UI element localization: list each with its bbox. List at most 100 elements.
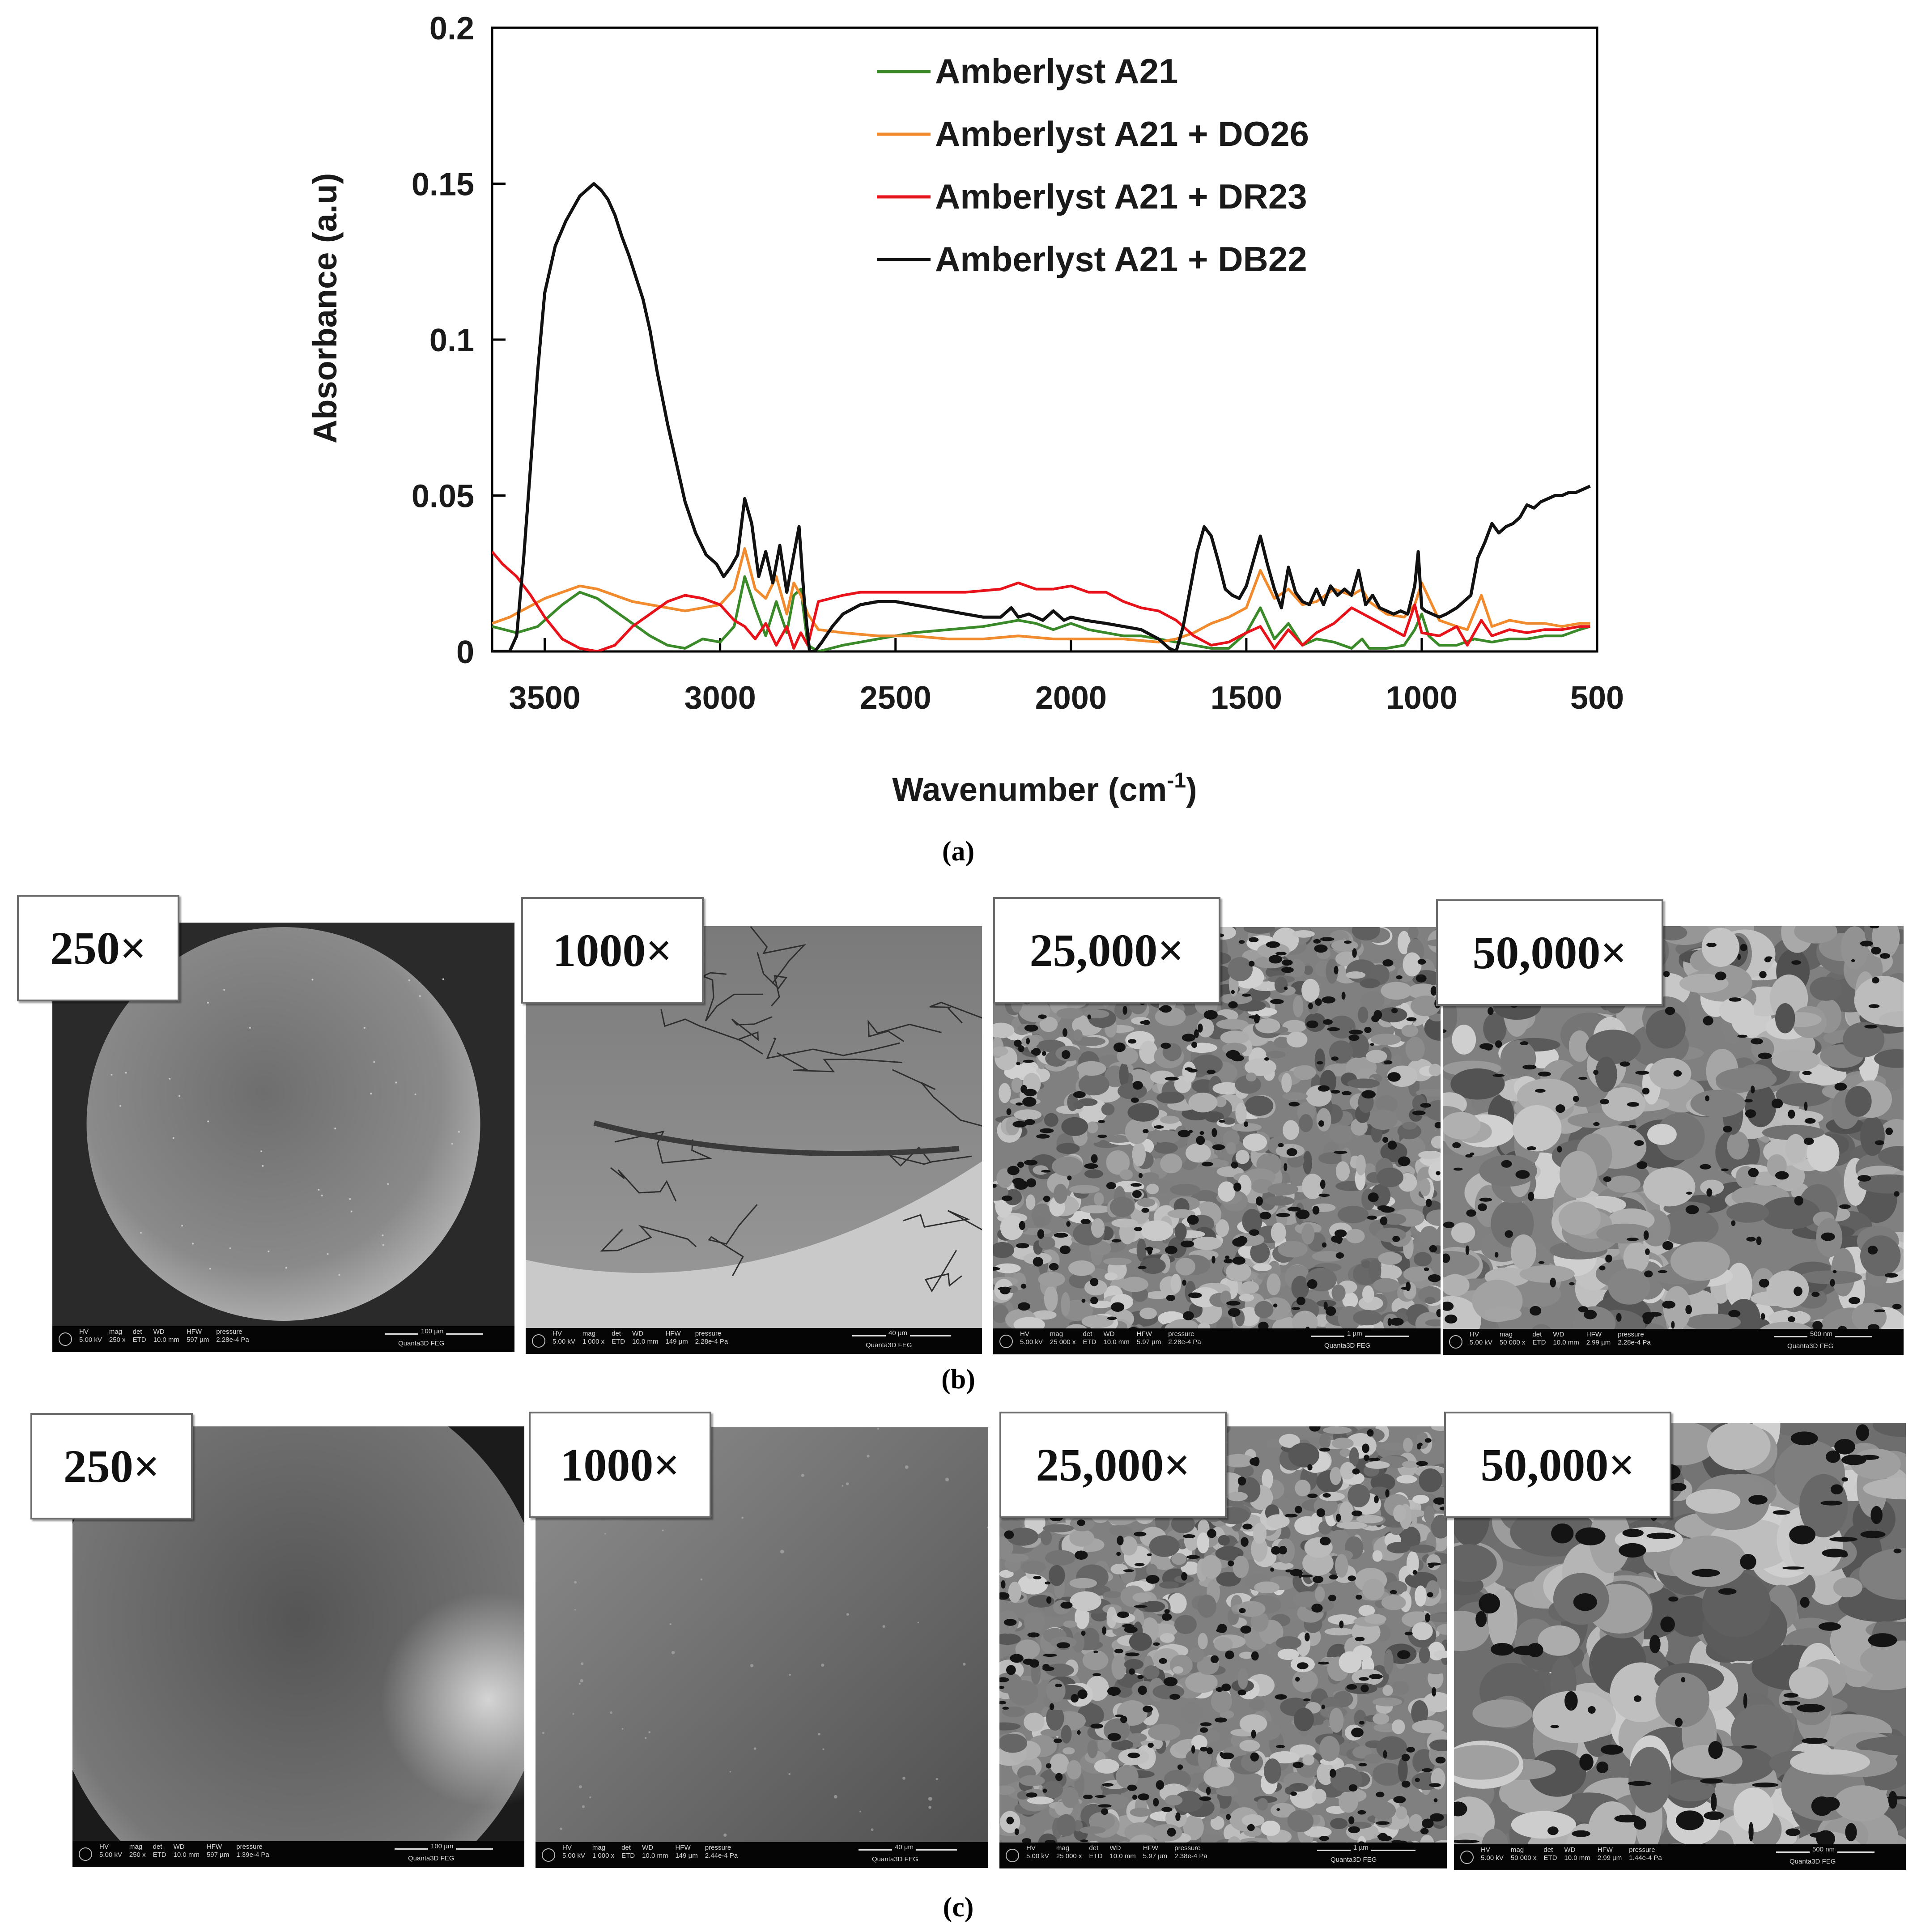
info-value: 2.28e-4 Pa: [216, 1336, 249, 1344]
info-value: 5.00 kV: [1470, 1339, 1492, 1346]
y-tick-label: 0: [456, 634, 474, 670]
info-value: 10.0 mm: [1564, 1854, 1590, 1862]
sem-info-bar: HV 5.00 kV mag 50 000 x det ETD WD 10.0 mm HFW 2.…: [1454, 1844, 1906, 1870]
info-cell-hv: HV 5.00 kV: [553, 1330, 575, 1346]
fei-logo-icon: [79, 1847, 92, 1861]
info-cell-det: det ETD: [133, 1328, 146, 1344]
info-header: mag: [1056, 1844, 1070, 1852]
info-value: ETD: [1083, 1338, 1097, 1346]
magnification-label: 1000×: [521, 897, 704, 1004]
x-tick-label: 3000: [684, 680, 756, 716]
fei-logo-icon: [1449, 1335, 1462, 1349]
instrument-label: Quanta3D FEG: [408, 1855, 455, 1862]
info-cell-pressure: pressure 2.28e-4 Pa: [1618, 1331, 1650, 1347]
info-header: WD: [173, 1843, 185, 1851]
info-header: HFW: [665, 1330, 681, 1337]
caption-b: (b): [941, 1364, 975, 1395]
info-cell-pressure: pressure 1.39e-4 Pa: [236, 1843, 269, 1859]
info-header: det: [621, 1844, 631, 1851]
info-value: ETD: [1089, 1852, 1103, 1860]
instrument-label: Quanta3D FEG: [398, 1340, 445, 1347]
info-cell-mag: mag 250 x: [129, 1843, 146, 1859]
magnification-label: 25,000×: [999, 1412, 1227, 1518]
info-header: HV: [1026, 1844, 1036, 1852]
info-header: HV: [562, 1844, 572, 1851]
fei-logo-icon: [1460, 1851, 1474, 1864]
info-cell-hv: HV 5.00 kV: [99, 1843, 122, 1859]
info-cell-wd: WD 10.0 mm: [1564, 1846, 1590, 1862]
info-cell-mag: mag 25 000 x: [1050, 1330, 1076, 1346]
legend-label: Amberlyst A21 + DR23: [935, 177, 1307, 216]
info-value: 10.0 mm: [1109, 1852, 1136, 1860]
info-cell-mag: mag 250 x: [109, 1328, 126, 1344]
sem-micrograph: [52, 923, 514, 1352]
sem-info-bar: HV 5.00 kV mag 25 000 x det ETD WD 10.0 mm HFW 5.…: [993, 1328, 1441, 1354]
ftir-chart: 0 0.05 0.1 0.15 0.2 3500 3000 2500 2000 1500 1000 5…: [306, 11, 1624, 808]
info-cell-pressure: pressure 2.28e-4 Pa: [695, 1330, 728, 1346]
scale-bar-label: 1 µm: [1344, 1330, 1365, 1337]
info-header: pressure: [1168, 1330, 1194, 1338]
info-cell-wd: WD 10.0 mm: [642, 1844, 668, 1860]
magnification-label: 50,000×: [1444, 1412, 1671, 1518]
sem-info-bar: HV 5.00 kV mag 250 x det ETD WD 10.0 mm HFW 597 µ…: [52, 1326, 514, 1352]
info-value: 149 µm: [665, 1338, 688, 1345]
info-header: pressure: [1629, 1846, 1655, 1854]
info-value: ETD: [1543, 1854, 1557, 1862]
info-cell-mag: mag 25 000 x: [1056, 1844, 1082, 1860]
info-value: ETD: [132, 1336, 146, 1344]
info-cell-pressure: pressure 2.38e-4 Pa: [1174, 1844, 1207, 1860]
info-cell-hfw: HFW 5.97 µm: [1137, 1330, 1161, 1346]
info-cell-hv: HV 5.00 kV: [1026, 1844, 1049, 1860]
sem-micrograph: [72, 1426, 524, 1867]
info-cell-det: det ETD: [1089, 1844, 1102, 1860]
info-cell-hfw: HFW 149 µm: [675, 1844, 697, 1860]
info-value: 5.00 kV: [79, 1336, 102, 1344]
legend-label: Amberlyst A21 + DO26: [935, 114, 1309, 153]
info-value: 597 µm: [186, 1336, 209, 1344]
info-cell-hfw: HFW 5.97 µm: [1143, 1844, 1168, 1860]
info-cell-wd: WD 10.0 mm: [1109, 1844, 1135, 1860]
info-value: 10.0 mm: [173, 1851, 200, 1859]
x-tick-label: 2500: [860, 680, 931, 716]
info-value: 5.00 kV: [1020, 1338, 1043, 1346]
caption-a: (a): [942, 836, 975, 867]
info-header: pressure: [216, 1328, 242, 1336]
caption-c: (c): [943, 1892, 974, 1923]
info-cell-hv: HV 5.00 kV: [1481, 1846, 1504, 1862]
info-value: 2.28e-4 Pa: [1618, 1339, 1651, 1346]
scale-bar-label: 40 µm: [892, 1843, 916, 1851]
info-header: HV: [1481, 1846, 1490, 1854]
info-value: 1 000 x: [582, 1338, 605, 1345]
legend-label: Amberlyst A21: [935, 51, 1178, 91]
fei-logo-icon: [542, 1848, 555, 1862]
info-value: ETD: [612, 1338, 625, 1345]
info-value: 1.39e-4 Pa: [236, 1851, 269, 1859]
info-header: mag: [1499, 1331, 1513, 1338]
info-header: HFW: [1597, 1846, 1613, 1854]
instrument-label: Quanta3D FEG: [1324, 1342, 1371, 1349]
info-header: pressure: [1174, 1844, 1201, 1852]
y-tick-label: 0.05: [412, 479, 474, 515]
info-header: mag: [1050, 1330, 1063, 1338]
info-cell-hfw: HFW 2.99 µm: [1598, 1846, 1622, 1862]
info-cell-pressure: pressure 1.44e-4 Pa: [1629, 1846, 1662, 1862]
info-value: 25 000 x: [1050, 1338, 1076, 1346]
info-header: HFW: [675, 1844, 691, 1851]
magnification-label: 1000×: [529, 1412, 711, 1518]
y-axis-title: Absorbance (a.u): [306, 173, 344, 443]
scale-bar-label: 1 µm: [1351, 1844, 1371, 1851]
info-value: 10.0 mm: [1103, 1338, 1130, 1346]
series-line-4: [492, 182, 1591, 651]
info-cell-hfw: HFW 149 µm: [665, 1330, 688, 1346]
scale-bar-label: 500 nm: [1807, 1330, 1836, 1338]
info-value: 5.97 µm: [1136, 1338, 1161, 1346]
info-value: 149 µm: [675, 1852, 698, 1860]
info-header: pressure: [1618, 1331, 1644, 1338]
info-value: 5.97 µm: [1143, 1852, 1168, 1860]
info-header: WD: [1103, 1330, 1115, 1338]
info-value: 1.44e-4 Pa: [1629, 1854, 1662, 1862]
info-header: WD: [1553, 1331, 1564, 1338]
info-header: WD: [642, 1844, 654, 1851]
info-header: mag: [592, 1844, 606, 1851]
info-header: HV: [1020, 1330, 1029, 1338]
